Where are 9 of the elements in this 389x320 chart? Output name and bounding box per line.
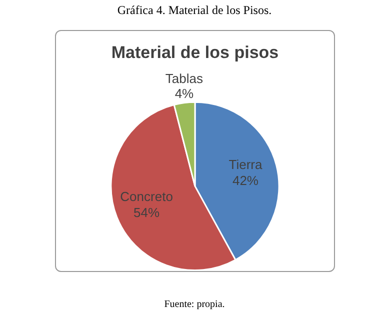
data-label: 4% [174,86,194,101]
data-label: 54% [134,204,160,220]
chart-title: Material de los pisos [111,42,279,62]
slice-label: Concreto [120,188,173,204]
text: Gráfica 4. Material de los Pisos. [116,3,273,18]
data-label: 42% [232,172,259,188]
slice-label: Tierra [228,156,263,172]
source-note: Fuente: propia. [163,299,226,310]
slice-label: Tablas [165,70,204,86]
